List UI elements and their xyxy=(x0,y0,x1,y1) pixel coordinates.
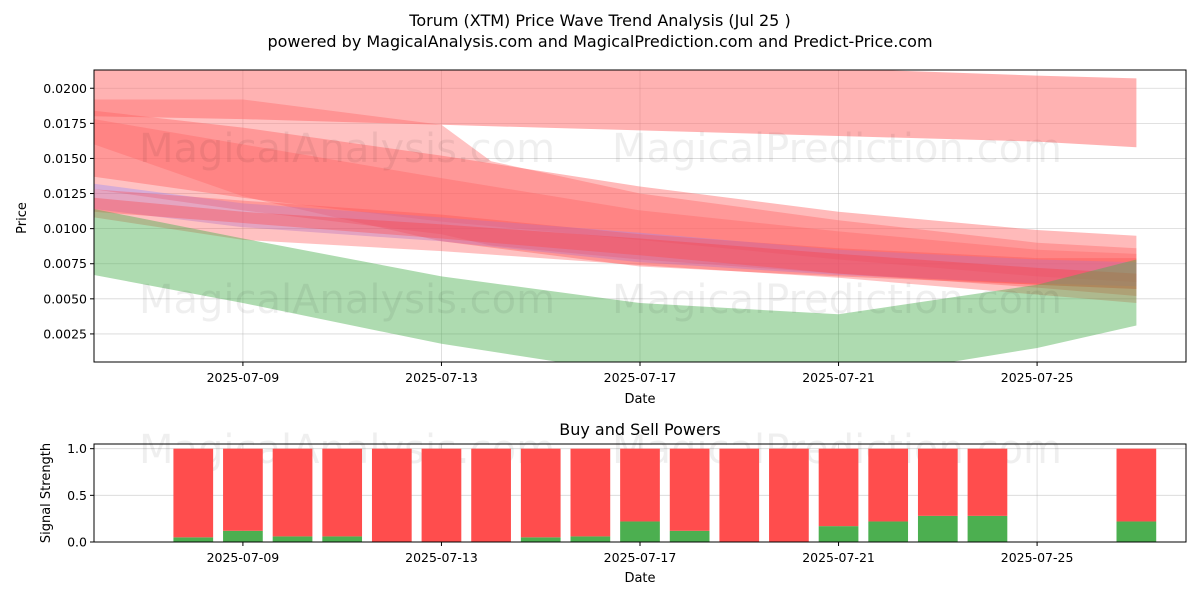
watermark-magicalprediction-com: MagicalPrediction.com xyxy=(612,126,1062,172)
buy-bar xyxy=(570,536,611,542)
price-y-tick-label: 0.0200 xyxy=(43,81,87,96)
sell-bar xyxy=(818,448,859,527)
price-y-tick-label: 0.0025 xyxy=(43,326,87,341)
sell-bar xyxy=(520,448,561,538)
signal-bars xyxy=(173,448,1157,542)
sell-bar xyxy=(868,448,909,522)
price-watermarks: MagicalAnalysis.com MagicalPrediction.com… xyxy=(139,126,1062,323)
signal-x-tick-label: 2025-07-21 xyxy=(802,550,875,565)
sell-bar xyxy=(272,448,313,537)
signal-title: Buy and Sell Powers xyxy=(559,420,721,439)
price-x-tick-label: 2025-07-25 xyxy=(1001,370,1074,385)
price-x-tick-label: 2025-07-13 xyxy=(405,370,478,385)
price-y-axis-label: Price xyxy=(15,202,30,234)
red-band-top xyxy=(94,70,1137,148)
red-band-4 xyxy=(94,189,1137,296)
sell-bar xyxy=(769,448,809,542)
red-band-3 xyxy=(94,119,1137,289)
sell-bar xyxy=(967,448,1008,516)
sell-bar xyxy=(471,448,511,542)
sell-bar xyxy=(917,448,958,516)
price-y-tick-label: 0.0125 xyxy=(43,186,87,201)
price-x-ticks: 2025-07-09 2025-07-13 2025-07-17 2025-07-21… xyxy=(207,362,1074,385)
sell-bar xyxy=(173,448,214,538)
sell-bar xyxy=(1116,448,1157,522)
watermark-magicalanalysis-com: MagicalAnalysis.com xyxy=(139,126,555,172)
sell-bar xyxy=(421,448,462,542)
sell-bar xyxy=(570,448,611,537)
price-x-tick-label: 2025-07-09 xyxy=(207,370,280,385)
signal-x-ticks: 2025-07-09 2025-07-13 2025-07-17 2025-07-21… xyxy=(207,542,1074,565)
price-y-tick-label: 0.0150 xyxy=(43,151,87,166)
signal-x-tick-label: 2025-07-13 xyxy=(405,550,478,565)
buy-bar xyxy=(1116,521,1157,542)
watermark-magicalanalysis-com: MagicalAnalysis.com xyxy=(139,277,555,323)
sell-bar xyxy=(719,448,760,542)
chart-subtitle: powered by MagicalAnalysis.com and Magic… xyxy=(267,32,932,51)
purple-band xyxy=(94,183,1137,287)
red-band-wide xyxy=(94,110,1137,282)
buy-bar xyxy=(223,530,263,542)
price-panel: MagicalAnalysis.com MagicalPrediction.com… xyxy=(15,69,1187,407)
buy-bar xyxy=(868,521,909,542)
watermark-magicalprediction-com: MagicalPrediction.com xyxy=(612,277,1062,323)
price-y-tick-label: 0.0050 xyxy=(43,291,87,306)
signal-panel: Buy and Sell Powers MagicalAnalysis.comM… xyxy=(39,420,1187,586)
price-y-tick-label: 0.0175 xyxy=(43,116,87,131)
green-band xyxy=(94,209,1137,362)
signal-y-tick-label: 0.5 xyxy=(67,488,87,503)
price-y-tick-label: 0.0075 xyxy=(43,256,87,271)
signal-y-tick-label: 0.0 xyxy=(67,535,87,550)
signal-x-axis-label: Date xyxy=(624,571,655,586)
signal-y-axis-label: Signal Strength xyxy=(39,443,54,543)
buy-bar xyxy=(818,526,859,542)
buy-bar xyxy=(322,536,363,542)
price-bands xyxy=(94,70,1137,362)
signal-y-tick-label: 1.0 xyxy=(67,441,87,456)
price-x-axis-label: Date xyxy=(624,392,655,407)
signal-y-ticks: 0.0 0.5 1.0 xyxy=(67,441,94,550)
sell-bar xyxy=(371,448,412,542)
sell-bar xyxy=(620,448,660,522)
red-band-5 xyxy=(94,197,1137,303)
sell-bar xyxy=(669,448,710,531)
sell-bar xyxy=(322,448,363,537)
buy-bar xyxy=(967,515,1008,542)
buy-bar xyxy=(520,537,561,542)
buy-bar xyxy=(173,537,214,542)
red-band-2 xyxy=(94,99,1137,289)
signal-x-tick-label: 2025-07-17 xyxy=(604,550,677,565)
price-y-tick-label: 0.0100 xyxy=(43,221,87,236)
chart-title: Torum (XTM) Price Wave Trend Analysis (J… xyxy=(408,11,790,30)
buy-bar xyxy=(272,536,313,542)
price-y-ticks: 0.0025 0.0050 0.0075 0.0100 0.0125 0.0150 0.01… xyxy=(43,81,94,341)
signal-x-tick-label: 2025-07-09 xyxy=(207,550,280,565)
sell-bar xyxy=(223,448,263,531)
buy-bar xyxy=(620,521,660,542)
buy-bar xyxy=(669,530,710,542)
buy-bar xyxy=(917,515,958,542)
signal-x-tick-label: 2025-07-25 xyxy=(1001,550,1074,565)
price-x-tick-label: 2025-07-21 xyxy=(802,370,875,385)
price-x-tick-label: 2025-07-17 xyxy=(604,370,677,385)
